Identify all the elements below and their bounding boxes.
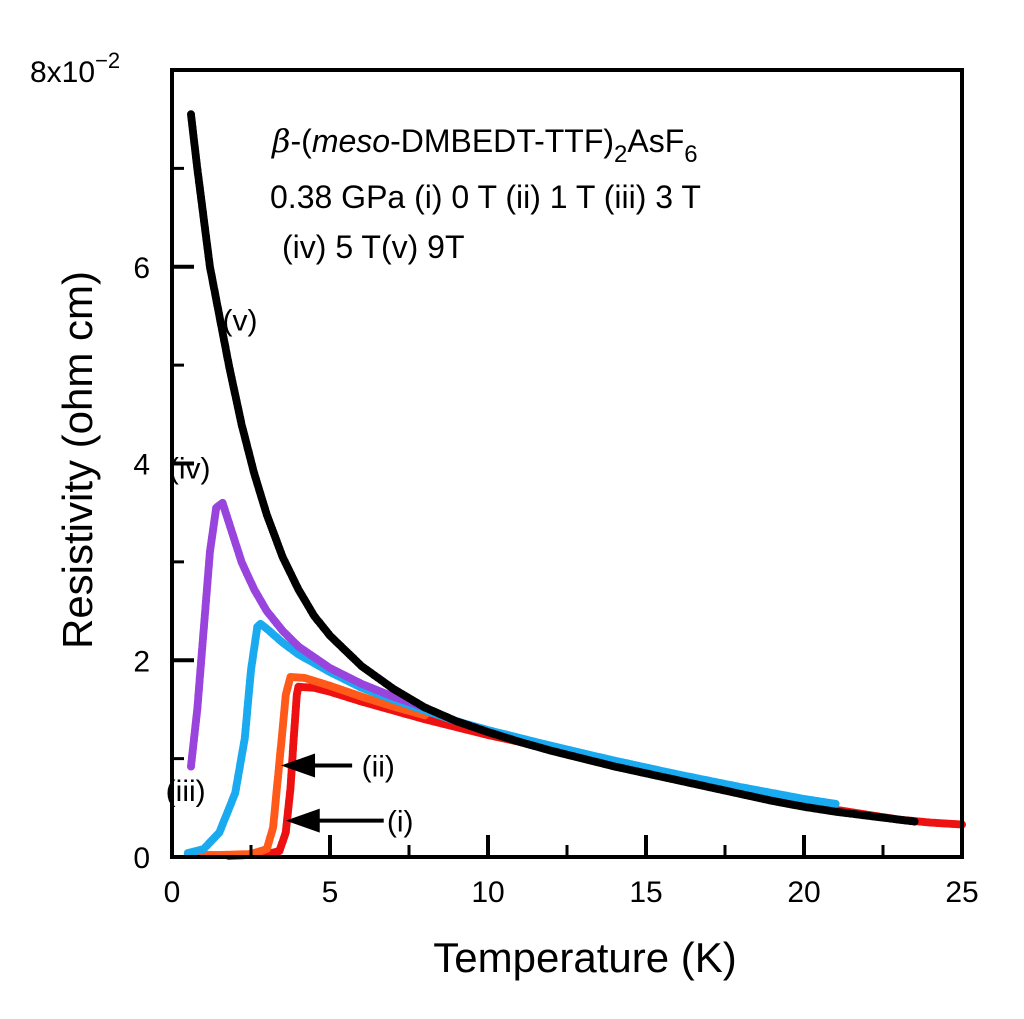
data-series [183, 110, 966, 860]
curve-label: (iv) [169, 452, 211, 485]
x-axis-title: Temperature (K) [433, 934, 736, 981]
y-axis: 0 2 4 6 [133, 68, 194, 875]
curve-label: (v) [223, 305, 258, 338]
title-meso: meso [312, 123, 390, 159]
series-4 [187, 498, 429, 771]
title-main: -DMBEDT-TTF) [390, 123, 614, 159]
x-tick-label: 25 [945, 876, 978, 909]
arrow-head [285, 808, 320, 833]
x-tick-label: 5 [322, 876, 339, 909]
y-tick-label: 4 [133, 449, 150, 482]
chart-title: β-(meso-DMBEDT-TTF)2AsF6 [271, 122, 698, 168]
y-scale-label: 8x10−2 [30, 48, 120, 89]
title-beta: β [271, 122, 291, 160]
y-tick-label: 6 [133, 252, 150, 285]
x-tick-label: 20 [787, 876, 820, 909]
arrow-head [281, 753, 316, 778]
y-axis-title: Resistivity (ohm cm) [54, 271, 101, 649]
arrow-label: (ii) [362, 751, 395, 784]
x-tick-label: 15 [629, 876, 662, 909]
title-sub6: 6 [684, 141, 697, 168]
x-axis: 0 5 10 15 20 25 [164, 835, 979, 909]
x-tick-label: 0 [164, 876, 181, 909]
annotation-arrows: (ii) (i) [281, 751, 414, 839]
arrow-label: (i) [387, 806, 414, 839]
title-open: -( [291, 123, 313, 159]
x-tick-label: 10 [471, 876, 504, 909]
series-3 [183, 619, 840, 858]
y-scale-base: 8x10 [30, 56, 95, 89]
title-sub2: 2 [614, 141, 627, 168]
conditions-line-2: (iv) 5 T(v) 9T [282, 229, 465, 265]
y-tick-label: 2 [133, 645, 150, 678]
y-scale-exponent: −2 [95, 48, 120, 73]
series-1 [224, 682, 966, 860]
series-5 [187, 110, 919, 826]
curve-label: (iii) [166, 775, 206, 808]
conditions-line-1: 0.38 GPa (i) 0 T (ii) 1 T (iii) 3 T [270, 179, 701, 215]
curve-labels: (v) (iv) (iii) [166, 305, 258, 808]
y-tick-label: 0 [133, 842, 150, 875]
data-point [831, 799, 840, 808]
title-asf: AsF [627, 123, 684, 159]
data-point [910, 817, 919, 826]
